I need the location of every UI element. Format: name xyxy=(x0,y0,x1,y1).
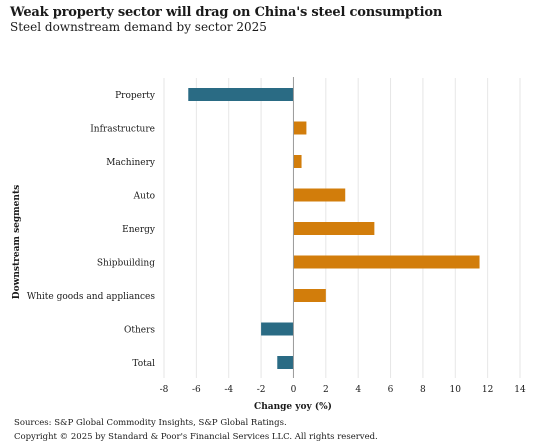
category-label: Property xyxy=(115,91,156,101)
category-label: Others xyxy=(124,326,155,336)
category-label: White goods and appliances xyxy=(27,292,156,302)
copyright-note: Copyright © 2025 by Standard & Poor's Fi… xyxy=(14,432,378,442)
x-axis-label: Change yoy (%) xyxy=(254,402,332,412)
x-tick-label: 12 xyxy=(482,385,493,395)
category-label: Auto xyxy=(133,192,155,202)
x-tick-label: -6 xyxy=(192,385,201,395)
category-label: Machinery xyxy=(106,158,156,168)
x-tick-label: 6 xyxy=(388,385,394,395)
category-label: Shipbuilding xyxy=(97,259,155,269)
x-tick-label: -8 xyxy=(160,385,169,395)
x-tick-label: 2 xyxy=(323,385,329,395)
x-tick-label: 8 xyxy=(420,385,426,395)
bar xyxy=(293,289,326,302)
x-tick-label: 10 xyxy=(450,385,462,395)
bar xyxy=(293,255,480,269)
x-tick-label: 14 xyxy=(514,385,526,395)
bar xyxy=(293,188,346,202)
category-label: Energy xyxy=(122,225,156,235)
bar xyxy=(293,155,302,168)
bar xyxy=(188,88,294,101)
sources-note: Sources: S&P Global Commodity Insights, … xyxy=(14,418,287,428)
bar xyxy=(293,222,375,235)
bar xyxy=(293,121,307,135)
category-label: Total xyxy=(132,359,155,369)
x-tick-label: -2 xyxy=(257,385,266,395)
x-tick-label: 4 xyxy=(355,385,361,395)
y-axis-label: Downstream segments xyxy=(12,184,22,300)
bar xyxy=(261,322,294,336)
category-label: Infrastructure xyxy=(90,125,155,135)
chart-title: Weak property sector will drag on China'… xyxy=(10,5,443,20)
bar xyxy=(277,356,294,369)
x-tick-label: -4 xyxy=(224,385,233,395)
chart-subtitle: Steel downstream demand by sector 2025 xyxy=(10,20,267,34)
x-tick-label: 0 xyxy=(291,385,297,395)
